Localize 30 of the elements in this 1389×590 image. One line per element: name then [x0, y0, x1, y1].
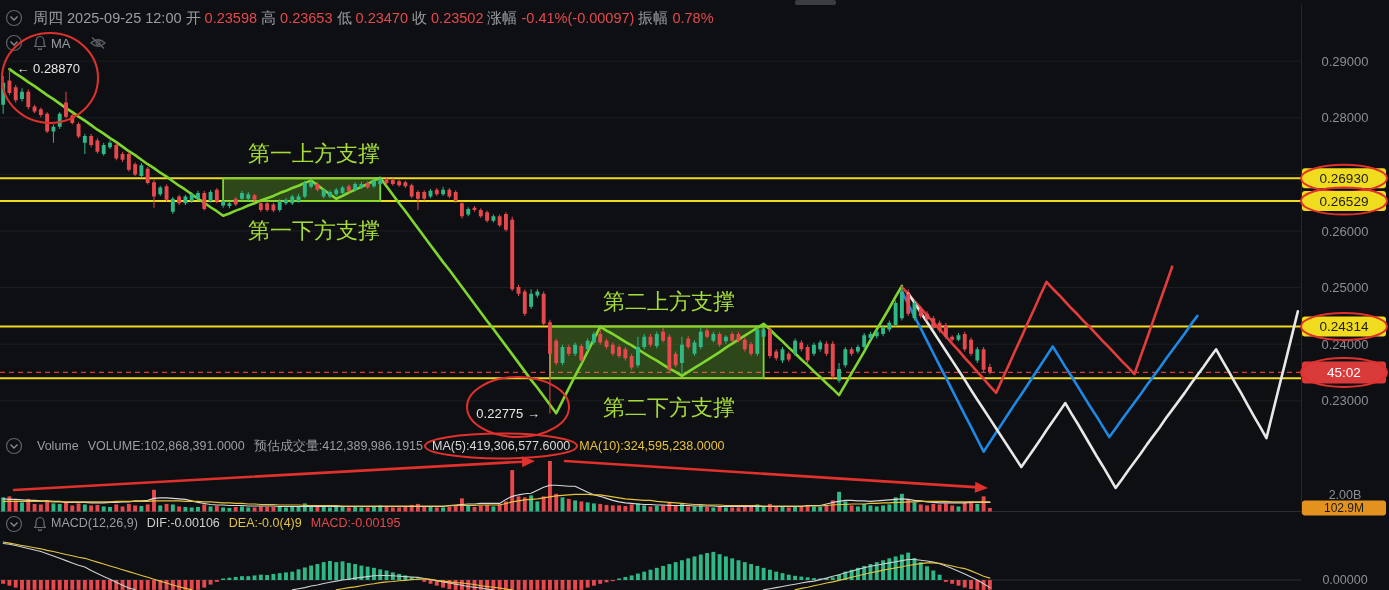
annotation: 第一下方支撑 [247, 217, 380, 243]
annotation: 第二下方支撑 [602, 394, 735, 420]
text: MA(5):419,306,577.6000 [432, 439, 571, 453]
annotation: VOLUME:102,868,391.0000 [87, 439, 245, 453]
ref-line-label: 0.24314 [1319, 318, 1369, 334]
annotation: 第二上方支撑 [602, 288, 735, 314]
text: DEA:-0.0(4)9 [228, 516, 302, 530]
ref-line-label: 0.26529 [1319, 193, 1369, 209]
y-tick-label: 0.24000 [1321, 336, 1369, 352]
text: MA [51, 35, 71, 51]
text: 102.9M [1323, 501, 1365, 515]
annotation: 第一上方支撑 [247, 140, 380, 166]
y-tick-label: 0.25000 [1321, 280, 1369, 296]
annotation: 预估成交量:412,389,986.1915 [253, 438, 424, 453]
text: DIF:-0.00106 [146, 516, 220, 530]
ref-line-label: 0.26930 [1319, 170, 1369, 186]
y-tick-label: 0.26000 [1321, 223, 1369, 239]
annotation: ← 0.28870 [16, 61, 81, 77]
chart-title: Volume [37, 439, 79, 453]
chart-title: 周四 2025-09-25 12:00 开 0.23598 高 0.23653 低 0.23470 收 0.23502 涨幅 -0.41%(-0.00097) 振幅 0.78% [33, 10, 714, 26]
y-tick-label: 0.28000 [1321, 110, 1369, 126]
annotation: 0.22775 → [476, 406, 540, 422]
text: 2.00B [1328, 488, 1362, 502]
chart-title: MACD(12,26,9) [51, 516, 138, 530]
text: 45:02 [1327, 364, 1361, 380]
y-tick-label: 0.23000 [1321, 393, 1369, 409]
y-tick-label: 0.29000 [1321, 53, 1369, 69]
text: 0.00000 [1322, 573, 1368, 587]
text: MACD:-0.00195 [310, 516, 401, 530]
text: MA(10):324,595,238.0000 [579, 439, 725, 453]
